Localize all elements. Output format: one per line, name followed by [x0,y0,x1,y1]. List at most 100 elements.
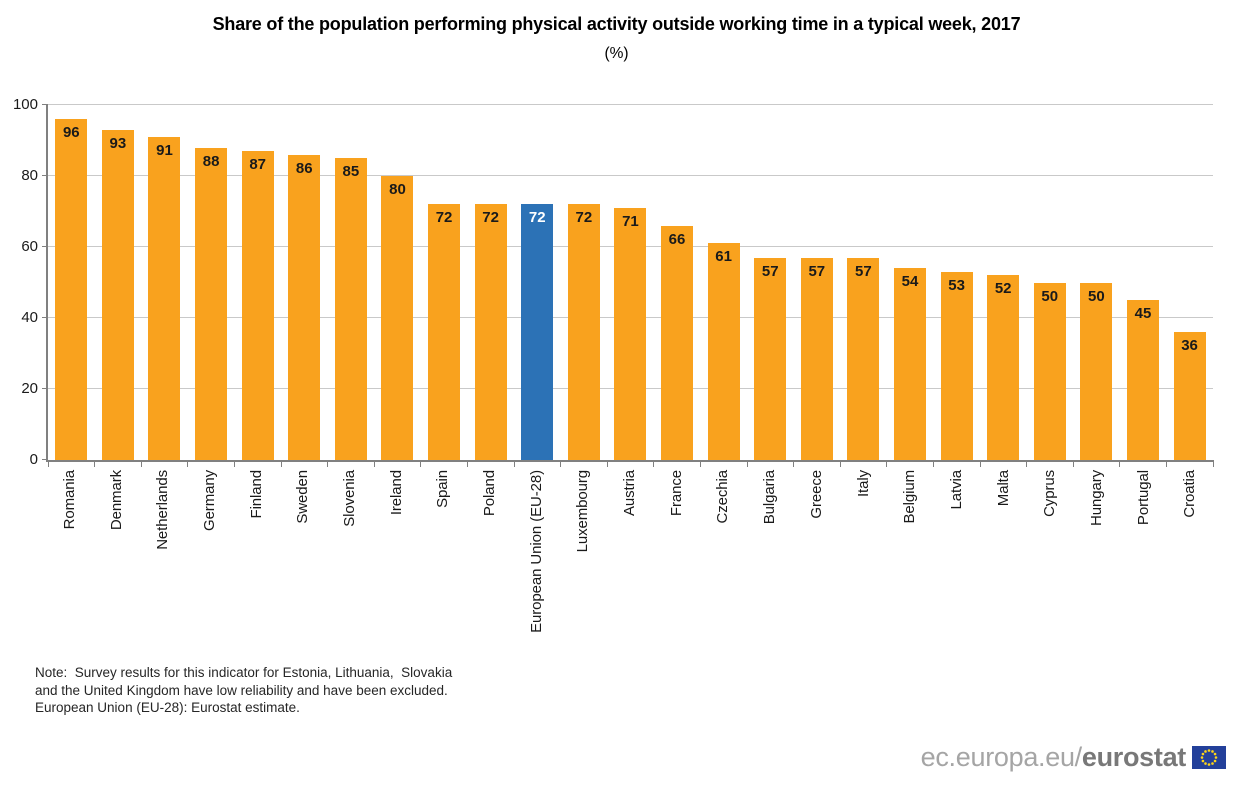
y-axis-tick-label: 80 [21,167,38,184]
x-axis-label-luxembourg: Luxembourg [574,470,592,553]
x-label-cell-portugal: Portugal [1120,470,1167,525]
x-label-cell-sweden: Sweden [279,470,326,524]
x-axis-label-portugal: Portugal [1134,470,1152,526]
x-labels-row: Romania Denmark Netherlands Germany Finland S… [46,470,1213,668]
bar-value-romania: 96 [62,124,80,142]
x-axis-label-croatia: Croatia [1181,470,1199,518]
x-label-cell-cyprus: Cyprus [1026,470,1073,517]
bar-cell-latvia: 53 [933,105,980,460]
x-axis-tick-mark [47,460,49,467]
x-label-cell-croatia: Croatia [1167,470,1214,518]
x-axis-label-czechia: Czechia [714,470,732,524]
x-axis-tick-mark [513,460,515,467]
footer-logo: ec.europa.eu/eurostat [921,742,1226,773]
x-axis-label-denmark: Denmark [107,470,125,531]
x-label-cell-greece: Greece [793,470,840,519]
y-axis-tick-label: 40 [21,309,38,326]
bar-germany: 88 [195,147,228,460]
y-axis-tick-label: 60 [21,238,38,255]
x-axis-label-sweden: Sweden [294,470,312,524]
bar-cell-belgium: 54 [887,105,934,460]
x-label-cell-germany: Germany [186,470,233,531]
x-axis-tick-mark [606,460,608,467]
bar-denmark: 93 [101,129,134,460]
eu-flag-icon [1192,746,1226,769]
x-axis-tick-mark [1119,460,1121,467]
x-label-cell-belgium: Belgium [886,470,933,524]
x-axis-tick-mark [746,460,748,467]
bar-cell-bulgaria: 57 [747,105,794,460]
x-axis-tick-mark [560,460,562,467]
bar-value-spain: 72 [435,209,453,227]
x-axis-tick-mark [1212,460,1214,467]
x-label-cell-hungary: Hungary [1073,470,1120,526]
bar-value-czechia: 61 [715,248,732,266]
y-axis-tick-mark [42,104,48,105]
bar-value-hungary: 50 [1088,287,1105,305]
bar-value-germany: 88 [202,152,220,170]
bar-cell-portugal: 45 [1120,105,1167,460]
x-axis-tick-mark [94,460,96,467]
bar-value-portugal: 45 [1134,305,1152,323]
bar-value-ireland: 80 [389,181,406,198]
x-label-cell-poland: Poland [466,470,513,516]
bar-croatia: 36 [1173,332,1206,460]
bar-value-greece: 57 [808,262,826,280]
x-axis-label-belgium: Belgium [901,470,919,524]
bar-cell-hungary: 50 [1073,105,1120,460]
bar-cell-cyprus: 50 [1026,105,1073,460]
bar-belgium: 54 [893,268,926,460]
x-label-cell-ireland: Ireland [373,470,420,515]
bar-value-denmark: 93 [109,134,127,152]
bar-cell-croatia: 36 [1166,105,1213,460]
bar-value-belgium: 54 [901,273,919,291]
x-axis-label-poland: Poland [481,470,499,517]
bar-france: 66 [661,225,694,460]
x-axis-label-greece: Greece [807,470,825,519]
y-axis-tick-mark [42,459,48,460]
x-axis-tick-mark [1072,460,1074,467]
bar-cell-slovenia: 85 [328,105,375,460]
x-axis-tick-mark [979,460,981,467]
bar-value-slovenia: 85 [342,163,360,181]
x-axis-tick-mark [1165,460,1167,467]
x-axis-tick-mark [886,460,888,467]
bar-value-finland: 87 [249,156,267,174]
bar-cell-germany: 88 [188,105,235,460]
bar-value-latvia: 53 [948,276,965,294]
x-label-cell-european-union-eu-28: European Union (EU-28) [513,470,560,633]
x-label-cell-italy: Italy [840,470,887,497]
chart-subtitle: (%) [604,45,629,62]
bar-value-malta: 52 [994,280,1012,298]
gridline [48,175,1213,176]
gridline [48,104,1213,105]
x-label-cell-malta: Malta [980,470,1027,506]
bar-european-union-eu-28: 72 [521,204,554,460]
bar-malta: 52 [987,275,1020,460]
y-axis-tick-mark [42,388,48,389]
bar-cell-france: 66 [654,105,701,460]
x-axis-tick-mark [187,460,189,467]
x-axis-tick-mark [793,460,795,467]
x-label-cell-finland: Finland [233,470,280,519]
bar-value-bulgaria: 57 [761,262,779,280]
bar-cell-finland: 87 [234,105,281,460]
x-axis-label-germany: Germany [200,470,218,531]
note-line-2: and the United Kingdom have low reliabil… [35,682,448,698]
x-label-cell-slovenia: Slovenia [326,470,373,527]
plot-area: 0 20 40 60 80 100 96 93 91 88 87 86 85 80 72 72 72 72 71 6… [13,97,1214,468]
bar-cell-romania: 96 [48,105,95,460]
bar-slovenia: 85 [334,158,367,460]
bar-austria: 71 [614,207,647,460]
bar-latvia: 53 [940,271,973,460]
bar-portugal: 45 [1126,300,1159,460]
x-axis-label-spain: Spain [434,470,452,508]
bar-romania: 96 [55,119,88,460]
bar-value-france: 66 [668,230,686,248]
bar-value-poland: 72 [482,209,499,227]
bar-cell-ireland: 80 [374,105,421,460]
x-axis-tick-mark [839,460,841,467]
y-axis-tick-label: 100 [12,96,38,113]
x-axis-tick-mark [699,460,701,467]
